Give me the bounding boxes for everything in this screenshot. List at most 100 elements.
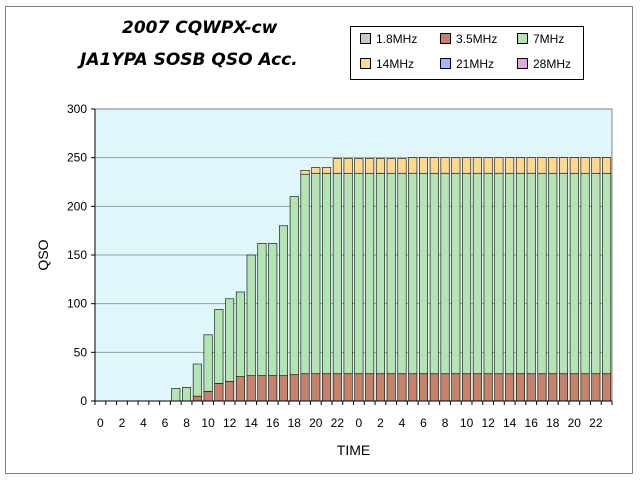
bar-segment [451,373,461,402]
bar-segment [171,388,181,402]
bar-segment [386,158,396,174]
y-tick-label: 100 [67,297,87,311]
bar-segment [322,167,332,174]
bar-segment [515,157,525,174]
x-tick-label: 22 [589,416,603,430]
bar-segment [365,172,375,375]
bar-segment [591,172,601,375]
bar-segment [375,172,385,375]
x-tick-label: 16 [266,416,280,430]
x-tick-label: 12 [223,416,237,430]
bar-segment [591,157,601,174]
bar-segment [225,381,235,402]
bar-segment [494,157,504,174]
bar-segment [526,373,536,402]
x-tick-label: 2 [119,416,126,430]
bar-segment [332,158,342,174]
legend-label: 1.8MHz [376,32,418,46]
x-tick-label: 22 [331,416,345,430]
legend-swatch [517,58,528,69]
bar-segment [300,373,310,402]
bar-segment [419,157,429,174]
bar-segment [483,157,493,174]
bar-segment [440,157,450,174]
bar-segment [354,172,364,375]
bar-segment [505,157,515,174]
x-tick-label: 8 [442,416,449,430]
bar-segment [408,172,418,375]
bar-segment [343,172,353,375]
legend-item-1-8mhz: 1.8MHz [360,32,417,46]
x-tick-label: 14 [503,416,517,430]
bar-segment [375,373,385,402]
bar-segment [472,157,482,174]
bar-segment [246,254,256,376]
bar-segment [386,373,396,402]
bar-segment [311,373,321,402]
legend-item-3-5mhz: 3.5MHz [440,32,497,46]
x-tick-label: 6 [162,416,169,430]
legend-label: 28MHz [533,57,572,71]
bar-segment [472,373,482,402]
legend-item-7mhz: 7MHz [517,32,564,46]
bar-segment [235,376,245,402]
bar-segment [440,172,450,375]
legend-label: 14MHz [376,57,415,71]
bar-segment [451,157,461,174]
bar-segment [268,375,278,402]
bar-segment [591,373,601,402]
legend-swatch [360,58,371,69]
x-tick-label: 2 [377,416,384,430]
legend-item-14mhz: 14MHz [360,57,414,71]
x-tick-label: 4 [140,416,147,430]
bar-segment [311,172,321,375]
bar-segment [332,172,342,375]
bar-segment [257,375,267,402]
bar-segment [322,172,332,375]
bar-segment [537,157,547,174]
x-tick-label: 18 [288,416,302,430]
legend-label: 21MHz [456,57,495,71]
bar-segment [257,243,267,376]
bar-segment [494,172,504,375]
y-axis-label: QSO [35,239,51,270]
bar-segment [278,225,288,376]
legend: 1.8MHz 3.5MHz 7MHz 14MHz 21MHz 28MHz [350,26,584,80]
bar-segment [548,172,558,375]
bar-segment [580,157,590,174]
bar-segment [580,172,590,375]
bar-segment [602,172,612,375]
bar-segment [278,375,288,402]
bar-segment [311,167,321,174]
bar-segment [322,373,332,402]
bar-segment [429,157,439,174]
y-tick-label: 150 [67,248,87,262]
bar-segment [494,373,504,402]
x-tick-label: 6 [420,416,427,430]
bar-segment [515,172,525,375]
bar-segment [526,172,536,375]
legend-label: 7MHz [533,32,565,46]
bar-segment [429,373,439,402]
bar-segment [203,334,213,392]
x-tick-label: 8 [183,416,190,430]
bar-segment [526,157,536,174]
bar-segment [483,373,493,402]
x-tick-label: 14 [244,416,258,430]
bar-segment [386,172,396,375]
bar-segment [548,373,558,402]
bar-segment [505,172,515,375]
bar-segment [451,172,461,375]
legend-swatch [360,33,371,44]
y-tick-label: 200 [67,199,87,213]
bar-segment [515,373,525,402]
legend-swatch [440,58,451,69]
bar-segment [300,173,310,375]
bar-segment [559,172,569,375]
bar-segment [537,373,547,402]
y-tick-label: 300 [67,102,87,116]
chart-subtitle: JA1YPA SOSB QSO Acc. [80,50,298,70]
bar-segment [332,373,342,402]
bar-segment [602,157,612,174]
